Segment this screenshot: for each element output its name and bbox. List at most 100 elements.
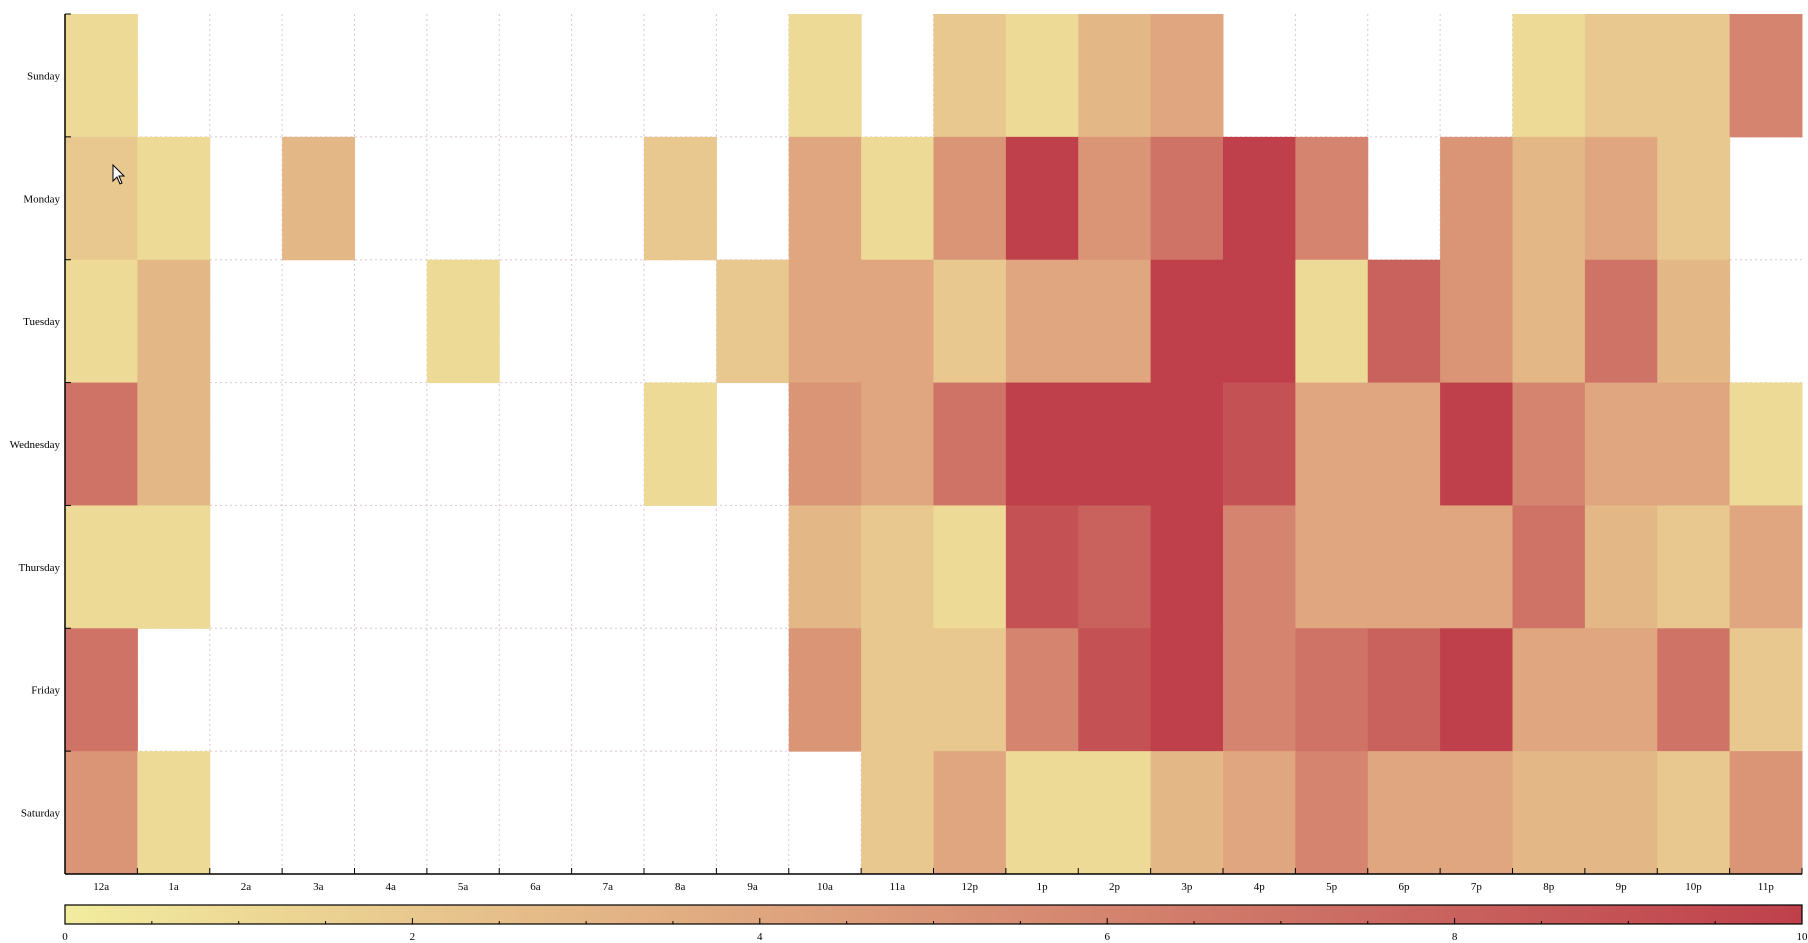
- heatmap-cell: [137, 751, 211, 875]
- heatmap-cell: [861, 136, 934, 261]
- heatmap-cell: [1512, 136, 1586, 261]
- x-tick-label: 6a: [530, 881, 541, 893]
- heatmap-cell: [1657, 14, 1731, 138]
- heatmap-cell: [861, 628, 934, 752]
- heatmap-cell: [1440, 751, 1513, 875]
- heatmap-cell: [1584, 751, 1658, 875]
- x-axis-labels: 12a 1a 2a 3a 4a 5a 6a 7a 8a 9a 10a 11a 12p 1p 2p 3p 4p 5p…: [93, 881, 1774, 893]
- x-tick-label: 9a: [747, 881, 758, 893]
- heatmap-cell: [1005, 14, 1079, 138]
- heatmap-cell: [1440, 259, 1513, 384]
- heatmap-cell: [788, 628, 862, 752]
- y-tick-label: Sunday: [27, 70, 61, 82]
- x-tick-label: 6p: [1398, 881, 1410, 893]
- heatmap-cell: [1367, 382, 1441, 506]
- heatmap-cell: [1584, 505, 1658, 629]
- heatmap-cell: [65, 14, 138, 138]
- heatmap-cell: [1295, 628, 1369, 752]
- heatmap-cell: [1078, 751, 1152, 875]
- x-tick-label: 4p: [1254, 881, 1266, 893]
- heatmap-cell: [1078, 628, 1152, 752]
- heatmap-cell: [1295, 751, 1369, 875]
- heatmap-cell: [1150, 259, 1224, 384]
- y-tick-label: Tuesday: [23, 316, 60, 328]
- heatmap-cell: [1729, 505, 1803, 629]
- heatmap-cell: [933, 259, 1007, 384]
- heatmap-cell: [1729, 14, 1803, 138]
- heatmap-cell: [1150, 136, 1224, 261]
- heatmap-cell: [137, 259, 211, 384]
- x-tick-label: 9p: [1616, 881, 1628, 893]
- colorbar-tick-label: 10: [1797, 931, 1808, 943]
- heatmap-cell: [1367, 259, 1441, 384]
- heatmap-cell: [1512, 628, 1586, 752]
- y-tick-label: Thursday: [18, 562, 60, 574]
- heatmap-cell: [788, 505, 862, 629]
- x-tick-label: 7p: [1471, 881, 1483, 893]
- heatmap-cell: [1150, 382, 1224, 506]
- heatmap-cell: [1729, 751, 1803, 875]
- x-tick-label: 2p: [1109, 881, 1121, 893]
- heatmap-cell: [1223, 382, 1296, 506]
- heatmap-cell: [861, 259, 934, 384]
- heatmap-cell: [65, 136, 138, 261]
- y-tick-label: Saturday: [21, 808, 61, 820]
- y-tick-label: Wednesday: [10, 439, 61, 451]
- heatmap-cell: [65, 259, 138, 384]
- heatmap-cell: [1150, 505, 1224, 629]
- heatmap-cell: [1150, 751, 1224, 875]
- heatmap-cell: [137, 505, 211, 629]
- heatmap-cell: [1584, 136, 1658, 261]
- heatmap-cell: [1367, 751, 1441, 875]
- x-tick-label: 3p: [1181, 881, 1193, 893]
- heatmap-cell: [1078, 136, 1152, 261]
- heatmap-cell: [861, 751, 934, 875]
- x-tick-label: 10a: [817, 881, 833, 893]
- heatmap-cell: [1078, 259, 1152, 384]
- heatmap-cell: [65, 382, 138, 506]
- heatmap-cell: [1657, 628, 1731, 752]
- heatmap-cell: [1005, 628, 1079, 752]
- x-tick-label: 12p: [961, 881, 978, 893]
- heatmap-cell: [1295, 259, 1369, 384]
- heatmap-cell: [1005, 136, 1079, 261]
- colorbar-tick-label: 2: [410, 931, 416, 943]
- heatmap-cell: [1440, 628, 1513, 752]
- heatmap-cell: [861, 382, 934, 506]
- y-tick-label: Friday: [31, 685, 60, 697]
- heatmap-cell: [933, 382, 1007, 506]
- x-tick-label: 5p: [1326, 881, 1338, 893]
- heatmap-cell: [1512, 751, 1586, 875]
- heatmap-cell: [1005, 505, 1079, 629]
- heatmap-cell: [788, 382, 862, 506]
- heatmap-cell: [137, 382, 211, 506]
- colorbar-tick-label: 8: [1452, 931, 1458, 943]
- heatmap-cell: [1512, 382, 1586, 506]
- mouse-cursor-icon: [112, 163, 126, 185]
- heatmap-cell: [933, 136, 1007, 261]
- heatmap-cell: [1150, 628, 1224, 752]
- heatmap-cell: [933, 628, 1007, 752]
- heatmap-cell: [1078, 505, 1152, 629]
- heatmap-cell: [1367, 628, 1441, 752]
- heatmap-cell: [1295, 136, 1369, 261]
- heatmap-cell: [137, 136, 211, 261]
- heatmap-cell: [65, 505, 138, 629]
- heatmap-cell: [788, 259, 862, 384]
- heatmap-cell: [282, 136, 355, 261]
- heatmap-cell: [1440, 136, 1513, 261]
- colorbar-tick-label: 4: [757, 931, 763, 943]
- heatmap-cell: [933, 14, 1007, 138]
- heatmap-cell: [1657, 259, 1731, 384]
- heatmap-cell: [788, 14, 862, 138]
- heatmap-cell: [861, 505, 934, 629]
- heatmap-cells: [65, 14, 1803, 875]
- x-tick-label: 10p: [1685, 881, 1702, 893]
- heatmap-cell: [1150, 14, 1224, 138]
- heatmap-cell: [1223, 136, 1296, 261]
- x-tick-label: 11p: [1758, 881, 1775, 893]
- heatmap-cell: [644, 382, 717, 506]
- heatmap-cell: [1512, 259, 1586, 384]
- axes: [64, 13, 1803, 875]
- x-tick-label: 5a: [458, 881, 469, 893]
